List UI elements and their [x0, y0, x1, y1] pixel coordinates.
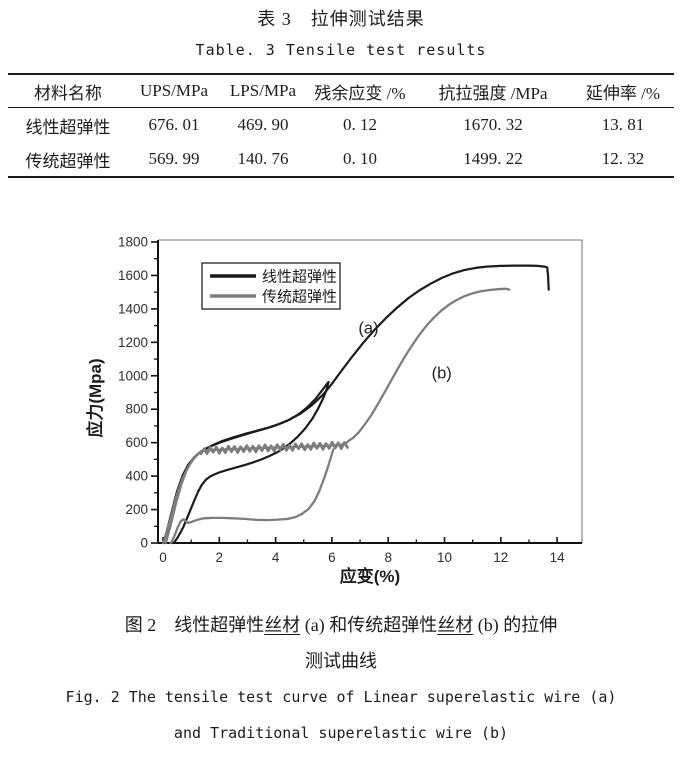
- table-cell: 12. 32: [601, 149, 645, 168]
- table-cell: 传统超弹性: [25, 151, 111, 171]
- y-tick-label: 800: [125, 402, 148, 417]
- legend-label: 传统超弹性: [262, 289, 337, 306]
- curve-tensile: [164, 287, 511, 545]
- x-tick-label: 6: [328, 550, 336, 565]
- y-tick-label: 1400: [118, 301, 148, 316]
- y-tick-label: 0: [140, 536, 148, 551]
- table-cell: 13. 81: [601, 115, 645, 134]
- table-cell: 0. 12: [343, 115, 377, 134]
- results-table-header: 材料名称 UPS/MPa LPS/MPa 残余应变 /% 抗拉强度 /MPa 延伸率 /%: [8, 74, 674, 108]
- x-tick-label: 14: [550, 550, 566, 565]
- legend-label: 线性超弹性: [262, 269, 337, 286]
- table-cell: 140. 76: [237, 149, 289, 168]
- column-header: 材料名称: [34, 83, 102, 103]
- x-tick-label: 4: [272, 550, 280, 565]
- y-tick-label: 1800: [118, 235, 148, 250]
- legend-box: [201, 262, 341, 310]
- y-tick-label: 400: [125, 469, 148, 484]
- figure-caption-en-line2: and Traditional superelastic wire (b): [173, 724, 509, 742]
- table-cell: 676. 01: [148, 115, 200, 134]
- table-cell: 0. 10: [343, 149, 377, 168]
- table-cell: 569. 99: [148, 149, 200, 168]
- table-title-zh: 表 3 拉伸测试结果: [257, 9, 425, 29]
- table-row: 传统超弹性 569. 99 140. 76 0. 10 1499. 22 12. 32: [8, 142, 674, 177]
- results-table-body: 线性超弹性 676. 01 469. 90 0. 12 1670. 32 13. 81 传统…: [8, 108, 674, 178]
- curve-cycle_unload: [169, 448, 335, 545]
- y-axis-title: 应力(Mpa): [85, 358, 105, 437]
- y-tick-label: 1000: [118, 368, 148, 383]
- underlined-term: 丝材: [437, 615, 474, 635]
- curve-annotation: (b): [432, 364, 452, 382]
- table-cell: 1670. 32: [463, 115, 523, 134]
- column-header: LPS/MPa: [229, 81, 297, 100]
- table-cell: 469. 90: [237, 115, 289, 134]
- column-header: 抗拉强度 /MPa: [438, 83, 548, 103]
- table-cell: 1499. 22: [463, 149, 523, 168]
- x-tick-label: 10: [437, 550, 452, 565]
- x-tick-label: 2: [216, 550, 224, 565]
- chart-series: [161, 264, 550, 545]
- curve-plateau_zigzag: [199, 440, 349, 456]
- y-tick-label: 600: [125, 435, 148, 450]
- curve-annotation: (a): [358, 319, 378, 337]
- tensile-chart-svg: 0 2 4 6 8 10 12 14 0 200 400 600 800 1000 1200 1400 1600…: [85, 235, 583, 586]
- curve-cycle_unload: [171, 381, 330, 545]
- figure-caption-en-line1: Fig. 2 The tensile test curve of Linear …: [65, 688, 617, 706]
- tensile-chart: 0 2 4 6 8 10 12 14 0 200 400 600 800 1000 1200 1400 1600…: [0, 228, 682, 606]
- y-tick-label: 1200: [118, 335, 148, 350]
- x-tick-label: 8: [384, 550, 392, 565]
- chart-axes: 0 2 4 6 8 10 12 14 0 200 400 600 800 1000 1200 1400 1600…: [118, 235, 583, 565]
- y-tick-label: 1600: [118, 268, 148, 283]
- header-row: 材料名称 UPS/MPa LPS/MPa 残余应变 /% 抗拉强度 /MPa 延伸率 /%: [8, 74, 674, 108]
- column-header: 延伸率 /%: [585, 83, 661, 103]
- figure-caption-zh-line1: 图 2 线性超弹性丝材 (a) 和传统超弹性丝材 (b) 的拉伸: [124, 615, 558, 635]
- results-table: 材料名称 UPS/MPa LPS/MPa 残余应变 /% 抗拉强度 /MPa 延伸率 /%…: [8, 73, 674, 178]
- x-axis-title: 应变(%): [340, 566, 400, 586]
- column-header: UPS/MPa: [139, 81, 209, 100]
- y-tick-label: 200: [125, 502, 148, 517]
- column-header: 残余应变 /%: [314, 83, 406, 103]
- x-tick-label: 0: [159, 550, 167, 565]
- table-title-en: Table. 3 Tensile test results: [195, 41, 487, 59]
- x-tick-label: 12: [493, 550, 508, 565]
- figure-caption-zh-line2: 测试曲线: [305, 651, 377, 671]
- underlined-term: 丝材: [264, 615, 301, 635]
- table-cell: 线性超弹性: [25, 117, 111, 137]
- table-row: 线性超弹性 676. 01 469. 90 0. 12 1670. 32 13. 81: [8, 108, 674, 143]
